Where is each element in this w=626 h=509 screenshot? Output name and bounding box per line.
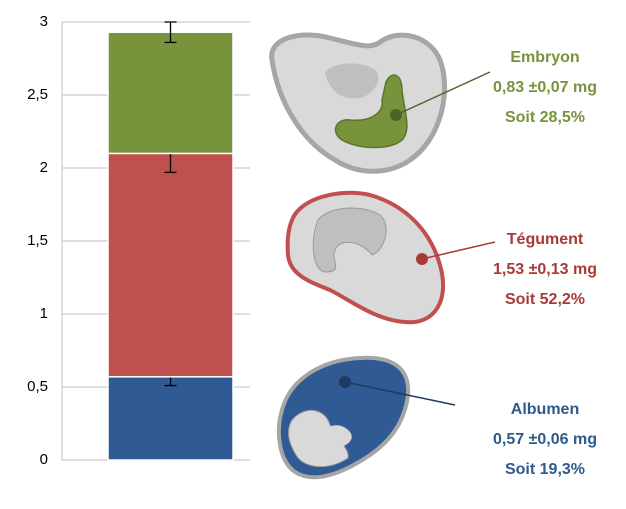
embryo-shape — [334, 74, 408, 149]
leader-dot — [339, 376, 351, 388]
y-tick-label: 1,5 — [27, 232, 48, 249]
leader-dot — [416, 253, 428, 265]
leader-dot — [390, 109, 402, 121]
annotation: Embryon — [510, 49, 579, 66]
bar-segment — [107, 31, 234, 155]
leader-line — [421, 241, 496, 260]
leader-line — [395, 71, 491, 116]
bar-segment — [107, 376, 234, 461]
seed-part — [325, 63, 379, 99]
annotation: Soit 52,2% — [505, 291, 585, 308]
annotation: 0,83 ±0,07 mg — [493, 79, 597, 96]
y-tick-label: 1 — [40, 305, 48, 322]
y-tick-label: 0 — [40, 451, 48, 468]
annotation: Soit 19,3% — [505, 461, 585, 478]
seed-part — [288, 410, 349, 468]
leader-line — [344, 381, 456, 406]
y-tick-label: 0,5 — [27, 378, 48, 395]
y-tick-label: 2,5 — [27, 86, 48, 103]
y-tick-label: 2 — [40, 159, 48, 176]
y-tick-label: 3 — [40, 13, 48, 30]
annotation: 0,57 ±0,06 mg — [493, 431, 597, 448]
seed-part — [318, 425, 352, 447]
seed — [269, 32, 448, 174]
annotation: Tégument — [507, 231, 584, 248]
annotation: 1,53 ±0,13 mg — [493, 261, 597, 278]
annotation: Soit 28,5% — [505, 109, 585, 126]
seed-part — [312, 207, 387, 273]
error-bar — [164, 21, 177, 44]
annotation: Albumen — [511, 401, 579, 418]
bar-segment — [107, 152, 234, 378]
seed-illustrations — [269, 32, 448, 480]
leaders — [339, 71, 496, 406]
